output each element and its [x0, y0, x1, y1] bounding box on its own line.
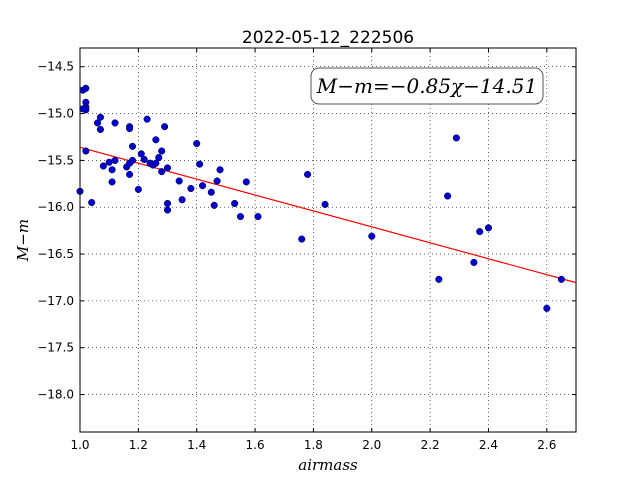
data-point: [128, 142, 137, 150]
data-point: [99, 162, 107, 170]
y-tick-label: −17.0: [37, 294, 74, 308]
data-point: [163, 164, 172, 172]
x-tick-label: 2.0: [362, 438, 381, 452]
data-point: [82, 84, 90, 92]
data-point: [155, 154, 163, 162]
data-point: [152, 159, 160, 167]
x-axis-label: airmass: [298, 456, 358, 474]
data-point: [163, 199, 172, 208]
data-point: [557, 275, 565, 283]
data-point: [242, 178, 250, 186]
grid: [79, 48, 576, 432]
data-point: [82, 147, 90, 155]
x-tick-label: 1.6: [246, 438, 265, 452]
data-point: [126, 170, 134, 178]
data-point: [158, 168, 166, 176]
data-point: [175, 177, 183, 185]
data-point: [231, 199, 239, 208]
data-point: [216, 166, 224, 174]
data-point: [137, 150, 145, 158]
data-point: [193, 139, 201, 148]
data-point: [470, 258, 478, 267]
data-point: [254, 213, 262, 221]
data-point: [163, 206, 172, 214]
data-point: [207, 188, 215, 196]
y-tick-label: −14.5: [37, 60, 74, 74]
y-tick-label: −18.0: [37, 388, 74, 402]
x-tick-label: 2.6: [537, 438, 556, 452]
annotation-box: [310, 67, 544, 105]
data-point: [298, 235, 306, 243]
data-point: [196, 160, 204, 168]
data-point: [543, 304, 551, 312]
data-points: [76, 84, 565, 312]
data-point: [111, 119, 119, 127]
data-point: [96, 113, 104, 121]
data-point: [321, 200, 329, 208]
data-point: [108, 166, 116, 174]
data-point: [236, 213, 245, 221]
data-point: [178, 196, 186, 204]
data-point: [368, 232, 376, 240]
y-tick-label: −15.5: [37, 153, 74, 167]
data-point: [158, 147, 166, 155]
data-point: [88, 198, 96, 207]
axis-ticks: 1.0 1.2 1.4 1.6 1.8 2.0 2.2 2.4 2.6 −14.5 −15.0 −15…: [37, 48, 576, 452]
data-point: [304, 170, 312, 178]
x-tick-label: 2.2: [421, 438, 440, 452]
chart-title: 2022-05-12_222506: [242, 28, 414, 48]
data-point: [126, 124, 134, 133]
data-point: [134, 185, 142, 193]
data-point: [435, 275, 443, 283]
data-point: [143, 115, 151, 123]
data-point: [452, 134, 460, 142]
data-point: [96, 125, 104, 134]
data-point: [152, 136, 160, 144]
y-tick-label: −15.0: [37, 107, 74, 121]
x-tick-label: 1.2: [129, 438, 148, 452]
plot-frame: [79, 47, 577, 433]
annotation-text: M−m=−0.85χ−14.51: [316, 74, 537, 98]
y-tick-label: −16.5: [37, 247, 74, 261]
data-point: [111, 156, 119, 164]
data-point: [187, 184, 195, 193]
data-point: [484, 224, 493, 232]
data-point: [210, 201, 218, 209]
data-point: [161, 123, 169, 131]
data-point: [213, 177, 221, 185]
data-point: [198, 182, 207, 190]
data-point: [93, 119, 102, 127]
y-axis-label: M−m: [14, 219, 32, 262]
fit-annotation: M−m=−0.85χ−14.51: [310, 67, 544, 105]
x-tick-label: 1.0: [70, 438, 89, 452]
x-tick-label: 1.4: [187, 438, 206, 452]
data-point: [105, 158, 113, 166]
y-tick-label: −16.0: [37, 200, 74, 214]
data-point: [476, 228, 484, 236]
y-tick-label: −17.5: [37, 341, 74, 355]
x-tick-label: 2.4: [479, 438, 498, 452]
x-tick-label: 1.8: [304, 438, 323, 452]
data-point: [128, 156, 137, 164]
data-point: [444, 192, 452, 200]
data-point: [79, 105, 87, 113]
data-point: [140, 155, 148, 164]
data-point: [108, 178, 116, 186]
